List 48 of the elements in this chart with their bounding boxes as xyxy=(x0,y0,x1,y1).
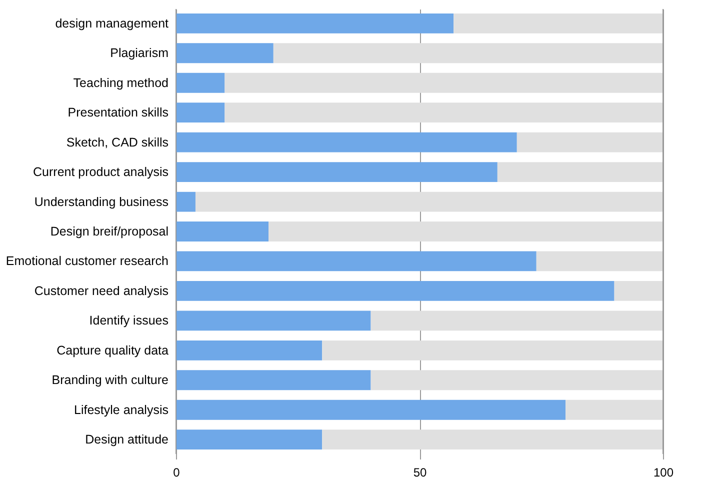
bar xyxy=(370,370,663,390)
bar xyxy=(176,13,454,34)
bar xyxy=(370,310,663,331)
bar xyxy=(322,430,663,450)
bar xyxy=(268,222,663,242)
bar xyxy=(176,310,371,331)
y-tick-label: design management xyxy=(55,16,170,30)
y-tick-label: Capture quality data xyxy=(56,343,169,358)
bar xyxy=(176,400,566,420)
y-tick-label: Lifestyle analysis xyxy=(74,402,168,417)
bar xyxy=(176,43,274,64)
y-tick-label: Presentation skills xyxy=(68,106,168,120)
bar xyxy=(176,430,322,450)
y-tick-label: Teaching method xyxy=(73,76,169,90)
y-tick-label: Design attitude xyxy=(85,432,169,447)
y-tick-label: Customer need analysis xyxy=(34,284,168,298)
bar xyxy=(497,162,663,182)
bar xyxy=(176,280,614,301)
y-tick-label: Branding with culture xyxy=(52,373,169,388)
bar xyxy=(454,13,663,34)
y-tick-label: Identify issues xyxy=(89,314,168,328)
bar xyxy=(224,72,663,93)
y-tick-label: Current product analysis xyxy=(33,165,168,180)
bar xyxy=(176,132,517,152)
bar xyxy=(273,43,663,64)
bar xyxy=(195,192,663,212)
bar xyxy=(176,340,322,360)
bar xyxy=(176,370,371,390)
y-tick-label: Sketch, CAD skills xyxy=(66,135,168,150)
bar xyxy=(176,102,225,123)
y-tick-label: Plagiarism xyxy=(110,46,168,60)
y-tick-label: Emotional customer research xyxy=(6,254,169,268)
bar xyxy=(176,162,498,182)
bar xyxy=(516,132,663,152)
bar xyxy=(176,222,269,242)
y-tick-label: Understanding business xyxy=(34,194,168,209)
y-tick-label: Design breif/proposal xyxy=(50,224,168,238)
x-tick-label: 100 xyxy=(653,466,674,477)
bar xyxy=(176,192,196,212)
x-tick-label: 50 xyxy=(413,466,427,477)
bar xyxy=(224,102,663,123)
bar xyxy=(536,251,663,272)
x-tick-label: 0 xyxy=(173,466,180,477)
bar xyxy=(176,251,536,272)
bar xyxy=(566,400,663,420)
bar xyxy=(322,340,663,360)
bar xyxy=(176,72,225,93)
bar xyxy=(614,280,663,301)
